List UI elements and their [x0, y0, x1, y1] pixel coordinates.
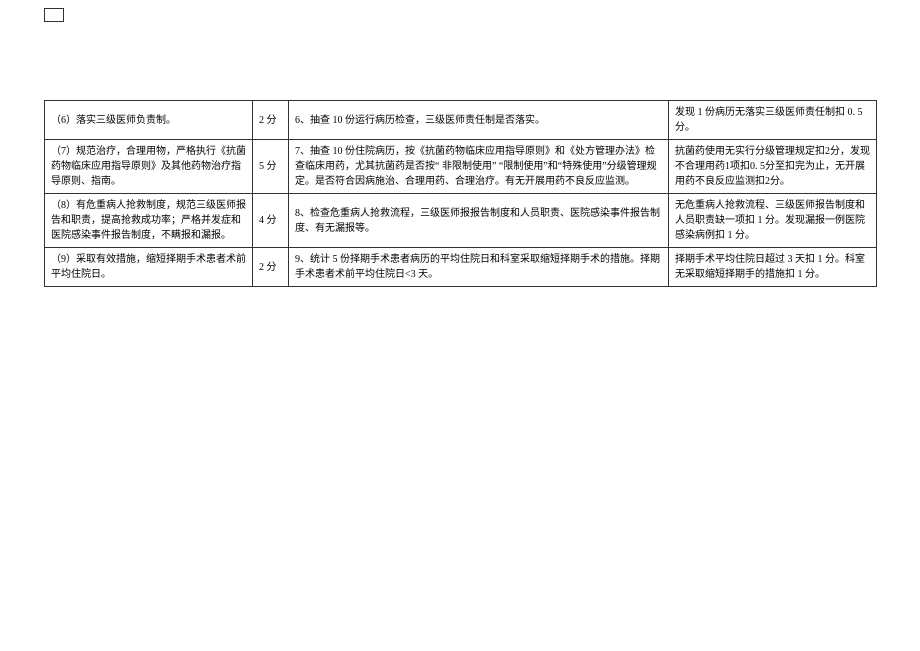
cell-score: 2 分	[253, 248, 289, 287]
table-row: （9）采取有效措施，缩短择期手术患者术前平均住院日。 2 分 9、统计 5 份择…	[45, 248, 877, 287]
table-row: （8）有危重病人抢救制度，规范三级医师报告和职责，提高抢救成功率；严格并发症和医…	[45, 194, 877, 248]
cell-item: （9）采取有效措施，缩短择期手术患者术前平均住院日。	[45, 248, 253, 287]
cell-item: （8）有危重病人抢救制度，规范三级医师报告和职责，提高抢救成功率；严格并发症和医…	[45, 194, 253, 248]
cell-item: （7）规范治疗，合理用物，严格执行《抗菌药物临床应用指导原则》及其他药物治疗指导…	[45, 140, 253, 194]
small-marker-box	[44, 8, 64, 22]
table-row: （6）落实三级医师负责制。 2 分 6、抽查 10 份运行病历检查，三级医师责任…	[45, 101, 877, 140]
cell-deduct: 抗菌药使用无实行分级管理规定扣2分，发现不合理用药1项扣0. 5分至扣完为止，无…	[669, 140, 877, 194]
cell-score: 2 分	[253, 101, 289, 140]
cell-item: （6）落实三级医师负责制。	[45, 101, 253, 140]
cell-deduct: 发现 1 份病历无落实三级医师责任制扣 0. 5 分。	[669, 101, 877, 140]
evaluation-table-container: （6）落实三级医师负责制。 2 分 6、抽查 10 份运行病历检查，三级医师责任…	[44, 100, 876, 287]
cell-deduct: 择期手术平均住院日超过 3 天扣 1 分。科室无采取缩短择期手的措施扣 1 分。	[669, 248, 877, 287]
cell-score: 4 分	[253, 194, 289, 248]
cell-detail: 8、检查危重病人抢救流程，三级医师报报告制度和人员职责、医院感染事件报告制度、有…	[289, 194, 669, 248]
cell-detail: 7、抽查 10 份住院病历，按《抗菌药物临床应用指导原则》和《处方管理办法》检查…	[289, 140, 669, 194]
cell-detail: 6、抽查 10 份运行病历检查，三级医师责任制是否落实。	[289, 101, 669, 140]
evaluation-table: （6）落实三级医师负责制。 2 分 6、抽查 10 份运行病历检查，三级医师责任…	[44, 100, 877, 287]
cell-score: 5 分	[253, 140, 289, 194]
table-row: （7）规范治疗，合理用物，严格执行《抗菌药物临床应用指导原则》及其他药物治疗指导…	[45, 140, 877, 194]
cell-deduct: 无危重病人抢救流程、三级医师报告制度和人员职责缺一项扣 1 分。发现漏报一例医院…	[669, 194, 877, 248]
cell-detail: 9、统计 5 份择期手术患者病历的平均住院日和科室采取缩短择期手术的措施。择期手…	[289, 248, 669, 287]
